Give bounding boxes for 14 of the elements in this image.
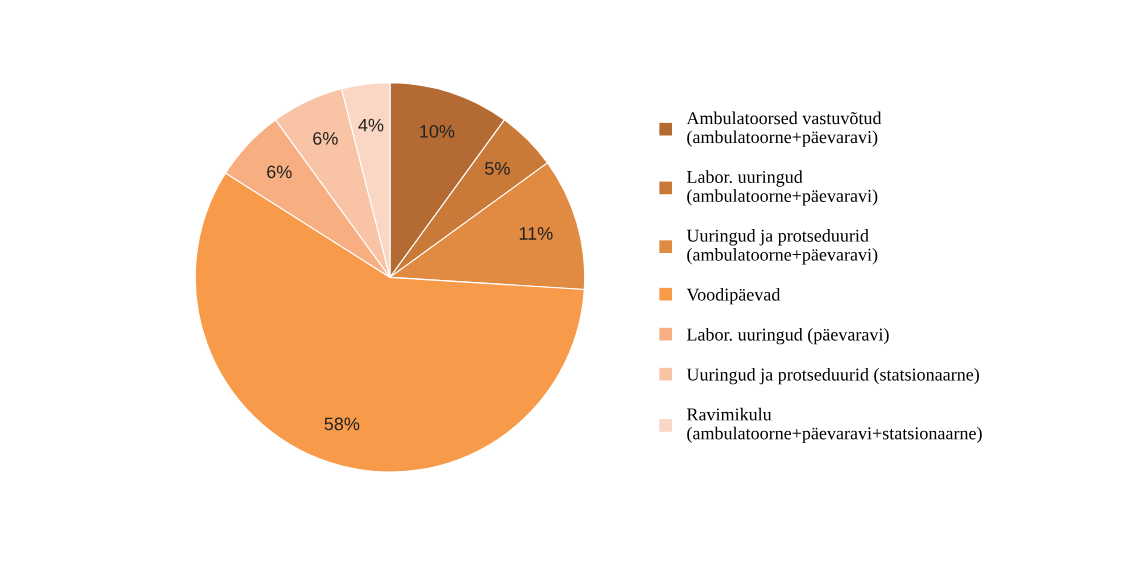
data-label: 5% bbox=[485, 162, 510, 175]
legend-label: Labor. uuringud (ambulatoorne+päevaravi) bbox=[686, 170, 878, 206]
legend-label: Ambulatoorsed vastuvõtud (ambulatoorne+päevaravi) bbox=[686, 111, 882, 147]
legend-label: Voodipäevad bbox=[686, 287, 781, 305]
data-label: 10% bbox=[420, 124, 455, 138]
legend-label: Uuringud ja protseduurid (statsionaarne) bbox=[686, 367, 979, 385]
legend-label: Uuringud ja protseduurid (ambulatoorne+päevaravi) bbox=[686, 229, 878, 265]
data-label: 58% bbox=[324, 417, 360, 431]
data-label: 6% bbox=[313, 131, 338, 145]
data-label: 11% bbox=[519, 227, 553, 240]
legend-label: Labor. uuringud (päevaravi) bbox=[686, 327, 889, 345]
legend-label: Ravimikulu (ambulatoorne+päevaravi+statsionaarne) bbox=[686, 407, 982, 444]
data-label: 4% bbox=[358, 118, 384, 132]
data-label: 6% bbox=[267, 165, 292, 179]
